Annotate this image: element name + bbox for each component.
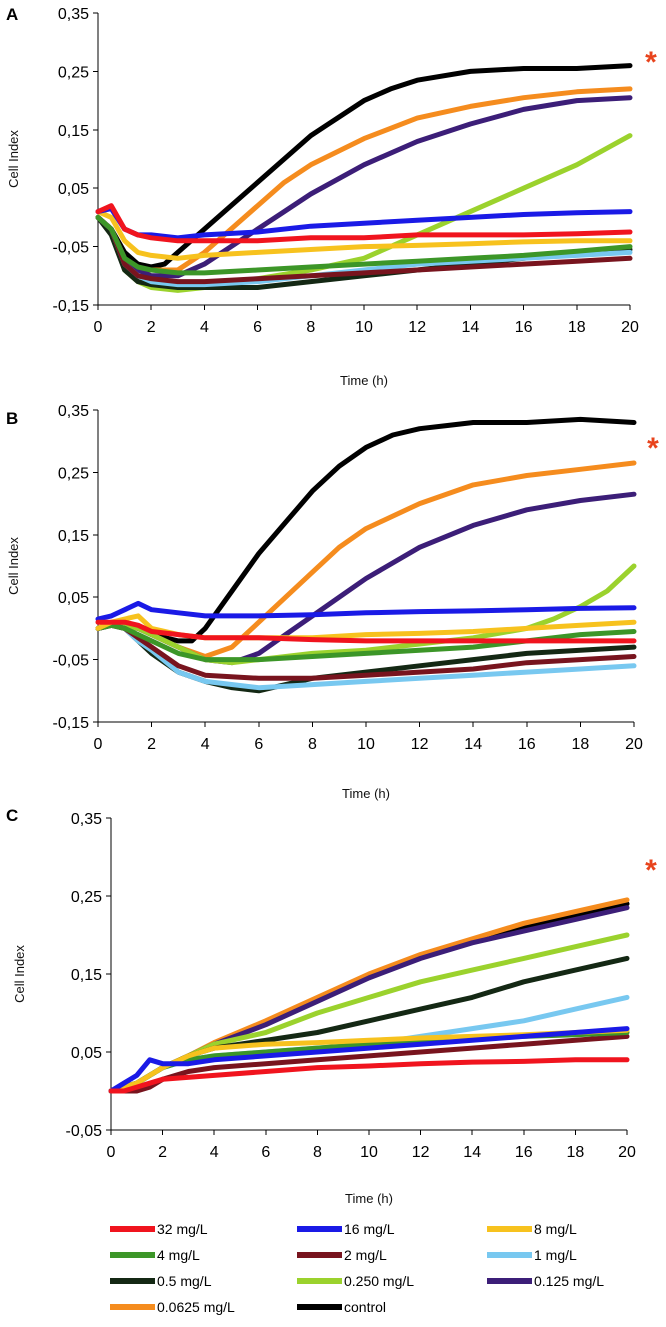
y-tick-label: 0,35	[58, 403, 89, 420]
x-tick-label: 20	[618, 1144, 636, 1161]
x-tick-label: 2	[158, 1144, 167, 1161]
x-tick-label: 8	[308, 736, 317, 753]
y-tick-label: 0,05	[58, 590, 89, 607]
x-tick-label: 2	[147, 736, 156, 753]
series-group	[108, 897, 630, 1094]
legend-label: 4 mg/L	[157, 1247, 200, 1263]
y-tick-label: 0,25	[71, 889, 102, 906]
x-tick-label: 8	[306, 319, 315, 336]
x-tick-label: 14	[462, 319, 480, 336]
significance-asterisk: *	[647, 432, 659, 465]
x-tick-label: 16	[515, 1144, 533, 1161]
legend-label: 0.0625 mg/L	[157, 1299, 235, 1315]
x-tick-label: 20	[621, 319, 639, 336]
y-tick-label: -0,15	[53, 715, 90, 732]
series-line	[108, 1057, 630, 1094]
y-tick-label: 0,25	[58, 465, 89, 482]
x-tick-label: 6	[261, 1144, 270, 1161]
x-tick-label: 8	[313, 1144, 322, 1161]
x-tick-label: 14	[463, 1144, 481, 1161]
y-tick-label: -0,15	[53, 298, 90, 315]
series-line	[95, 619, 637, 644]
x-tick-label: 0	[94, 319, 103, 336]
x-tick-label: 10	[355, 319, 373, 336]
series-line	[95, 63, 633, 270]
y-tick-label: -0,05	[53, 240, 90, 257]
series-line	[95, 203, 633, 244]
y-tick-label: 0,05	[58, 181, 89, 198]
legend-label: 1 mg/L	[534, 1247, 577, 1263]
y-tick-label: 0,35	[58, 6, 89, 23]
y-tick-label: 0,15	[58, 123, 89, 140]
x-tick-label: 18	[572, 736, 590, 753]
x-tick-label: 4	[201, 736, 210, 753]
y-tick-label: 0,25	[58, 64, 89, 81]
significance-asterisk: *	[645, 854, 657, 887]
panel-letter: A	[6, 5, 18, 24]
series-line	[95, 600, 637, 622]
panel-b: B -0,15 -0,05 0,05 0,15 0,25 0,35 0 2 4 6 8 10 12 14 16…	[6, 403, 659, 801]
x-tick-label: 14	[464, 736, 482, 753]
x-tick-label: 16	[515, 319, 533, 336]
panel-a: A -0,15 -0,05 0,05 0,15 0,25 0,35 0 2 4 6 8 10 12 14 16…	[6, 5, 657, 388]
legend-label: 0.250 mg/L	[344, 1273, 414, 1289]
y-tick-label: 0,15	[71, 967, 102, 984]
x-axis-title: Time (h)	[345, 1191, 393, 1206]
significance-asterisk: *	[645, 46, 657, 79]
x-tick-label: 12	[411, 736, 429, 753]
legend-label: 16 mg/L	[344, 1221, 395, 1237]
panel-c: C -0,05 0,05 0,15 0,25 0,35 0 2 4 6 8 10 12 14 16 18 20 T…	[6, 806, 657, 1206]
x-tick-label: 2	[147, 319, 156, 336]
legend-label: control	[344, 1299, 386, 1315]
x-tick-label: 6	[254, 736, 263, 753]
series-line	[95, 214, 633, 276]
series-group	[95, 63, 633, 293]
x-tick-label: 12	[412, 1144, 430, 1161]
x-tick-label: 18	[568, 319, 586, 336]
legend-label: 2 mg/L	[344, 1247, 387, 1263]
panel-letter: C	[6, 806, 18, 825]
x-tick-label: 10	[360, 1144, 378, 1161]
x-tick-label: 4	[200, 319, 209, 336]
series-line	[95, 214, 633, 285]
x-axis-title: Time (h)	[340, 373, 388, 388]
y-tick-label: -0,05	[53, 653, 90, 670]
y-tick-label: 0,15	[58, 528, 89, 545]
y-tick-label: 0,35	[71, 811, 102, 828]
y-tick-label: -0,05	[66, 1123, 103, 1140]
x-tick-label: 12	[408, 319, 426, 336]
legend-label: 8 mg/L	[534, 1221, 577, 1237]
series-line	[108, 1033, 630, 1094]
y-axis-title: Cell Index	[6, 537, 21, 595]
legend-label: 32 mg/L	[157, 1221, 208, 1237]
x-tick-label: 10	[357, 736, 375, 753]
y-axis-title: Cell Index	[6, 130, 21, 188]
legend-label: 0.125 mg/L	[534, 1273, 604, 1289]
x-tick-label: 0	[107, 1144, 116, 1161]
x-tick-label: 20	[625, 736, 643, 753]
panel-letter: B	[6, 409, 18, 428]
series-line	[108, 1026, 630, 1094]
series-line	[95, 209, 633, 261]
legend: 32 mg/L 16 mg/L 8 mg/L 4 mg/L 2 mg/L 1 mg/L 0.…	[110, 1221, 604, 1315]
x-tick-label: 0	[94, 736, 103, 753]
series-group	[95, 416, 637, 694]
x-tick-label: 6	[253, 319, 262, 336]
y-axis-title: Cell Index	[12, 945, 27, 1003]
y-tick-label: 0,05	[71, 1045, 102, 1062]
legend-label: 0.5 mg/L	[157, 1273, 212, 1289]
x-tick-label: 4	[210, 1144, 219, 1161]
x-axis-title: Time (h)	[342, 786, 390, 801]
x-tick-label: 16	[518, 736, 536, 753]
x-tick-label: 18	[567, 1144, 585, 1161]
